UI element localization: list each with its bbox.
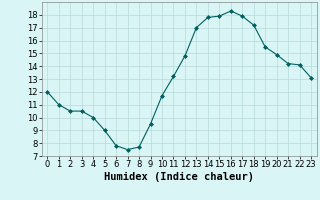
X-axis label: Humidex (Indice chaleur): Humidex (Indice chaleur) bbox=[104, 172, 254, 182]
